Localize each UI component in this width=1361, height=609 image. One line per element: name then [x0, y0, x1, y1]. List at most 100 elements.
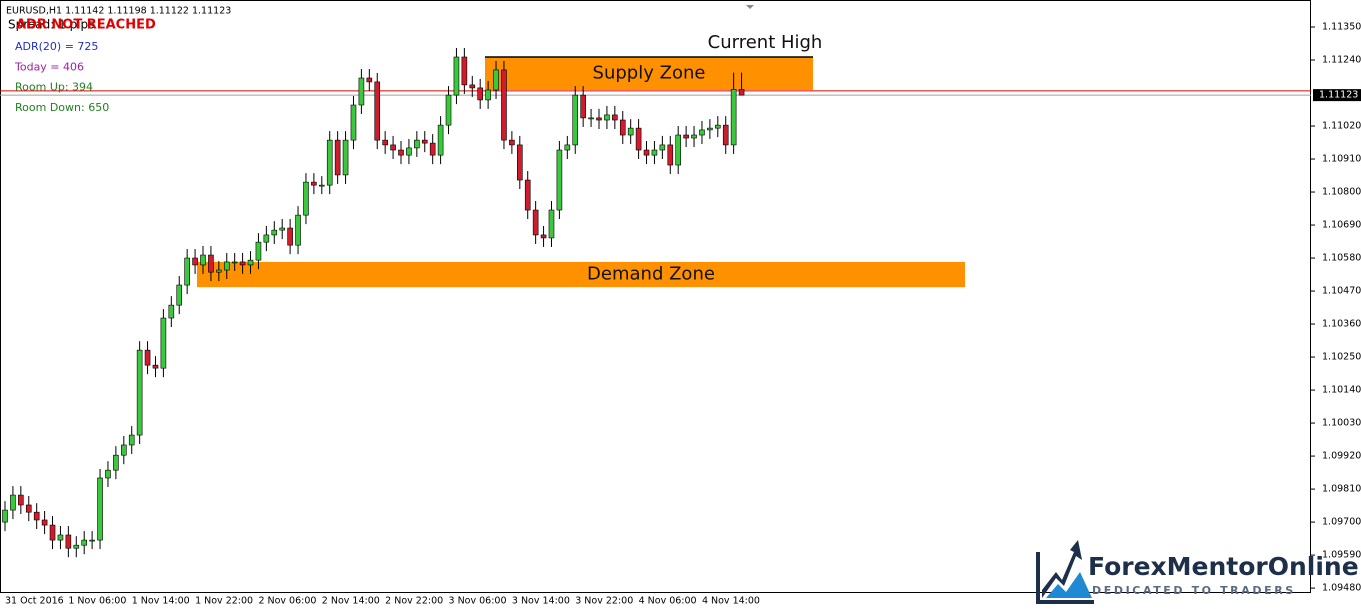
candle-body	[445, 94, 452, 126]
candle-body	[231, 261, 238, 264]
candle-body	[223, 261, 230, 271]
candle-body	[509, 139, 515, 146]
indicator: Room Up: 394	[15, 81, 93, 94]
candle-body	[192, 257, 198, 266]
candle-body	[651, 149, 658, 156]
notice: ADR NOT REACHED	[16, 18, 156, 33]
candle-body	[461, 56, 468, 86]
candle-body	[326, 139, 333, 186]
candle-body	[216, 269, 222, 273]
candle-body	[2, 509, 8, 523]
y-tick-label: 1.10140	[1322, 385, 1361, 396]
candle-body	[683, 134, 689, 139]
candle-body	[57, 534, 64, 541]
candle-body	[65, 534, 72, 549]
candle-body	[41, 519, 48, 526]
y-tick-label: 1.11240	[1322, 55, 1361, 66]
x-tick-label: 4 Nov 06:00	[639, 596, 697, 607]
zone	[197, 261, 965, 288]
candle-body	[287, 227, 293, 246]
candle-body	[10, 494, 16, 511]
x-tick-label: 1 Nov 06:00	[68, 596, 126, 607]
zone-label: Supply Zone	[593, 63, 706, 84]
candle-body	[588, 117, 594, 120]
logo-wave	[1046, 572, 1092, 598]
candle-body	[437, 124, 444, 156]
candle-body	[580, 94, 586, 119]
candle-body	[25, 504, 32, 513]
y-tick-label: 1.10030	[1322, 418, 1361, 429]
candle-body	[136, 349, 143, 436]
header: EURUSD,H1 1.11142 1.11198 1.11122 1.1112…	[6, 6, 231, 17]
candle-body	[382, 139, 388, 146]
plot-frame	[0, 0, 1311, 593]
candle-body	[675, 134, 682, 166]
candle-body	[318, 184, 325, 187]
candle-body	[247, 259, 254, 266]
y-tick-label: 1.10580	[1322, 253, 1361, 264]
candle-body	[128, 434, 135, 446]
candle-body	[738, 89, 745, 96]
candle-body	[564, 144, 571, 151]
candle-body	[239, 261, 246, 266]
y-tick-label: 1.09480	[1322, 583, 1361, 594]
candle-body	[334, 139, 341, 176]
candle-body	[113, 454, 119, 471]
candle-body	[596, 117, 602, 121]
candle-body	[714, 124, 721, 129]
candle-body	[184, 257, 190, 286]
current-price-box	[1313, 89, 1361, 102]
candle-body	[366, 77, 373, 83]
candle-body	[160, 317, 167, 369]
indicator: Today = 406	[14, 60, 84, 73]
candle-body	[121, 444, 127, 456]
x-tick-label: 31 Oct 2016	[5, 596, 64, 607]
x-tick-label: 2 Nov 14:00	[322, 596, 380, 607]
candle-body	[152, 364, 159, 369]
indicator: Room Down: 650	[15, 101, 109, 114]
candle-body	[691, 134, 697, 139]
y-tick-label: 1.10910	[1322, 154, 1361, 165]
candle-body	[279, 227, 286, 231]
candle-body	[453, 56, 460, 96]
candle-body	[493, 69, 499, 91]
y-tick-label: 1.10800	[1322, 187, 1361, 198]
candle-body	[200, 254, 206, 266]
logo-axis	[1036, 552, 1094, 604]
current-price-label: 1.11123	[1319, 90, 1358, 101]
candle-body	[358, 77, 365, 106]
y-tick-label: 1.09700	[1322, 517, 1361, 528]
y-tick-label: 1.11350	[1322, 22, 1361, 33]
candle-body	[208, 254, 214, 273]
candle-body	[604, 114, 610, 121]
y-tick-label: 1.09810	[1322, 484, 1361, 495]
candle-body	[730, 89, 737, 146]
candle-body	[144, 349, 151, 366]
candle-body	[390, 144, 396, 151]
candle-body	[516, 144, 523, 181]
candle-body	[469, 84, 476, 89]
candle-body	[643, 149, 650, 156]
x-tick-label: 3 Nov 06:00	[449, 596, 507, 607]
notice: Spread: 1 pips	[8, 18, 94, 32]
candle-body	[501, 69, 507, 141]
candle-body	[18, 494, 24, 506]
y-tick-label: 1.09590	[1322, 550, 1361, 561]
candle-body	[342, 139, 349, 176]
x-tick-label: 4 Nov 14:00	[702, 596, 760, 607]
candle-body	[532, 209, 539, 236]
logo: ForexMentorOnline DEDICATED TO TRADERS	[1036, 540, 1359, 604]
candle-body	[477, 87, 484, 101]
candle-body	[524, 179, 531, 211]
candle-body	[350, 104, 357, 141]
candle-body	[612, 114, 618, 121]
zone	[485, 57, 813, 91]
candle-body	[271, 229, 278, 236]
candle-body	[303, 181, 309, 216]
candle-body	[105, 469, 111, 479]
candle-body	[295, 214, 301, 246]
candle-body	[398, 149, 404, 156]
x-tick-label: 1 Nov 14:00	[132, 596, 190, 607]
x-tick-label: 2 Nov 06:00	[258, 596, 316, 607]
